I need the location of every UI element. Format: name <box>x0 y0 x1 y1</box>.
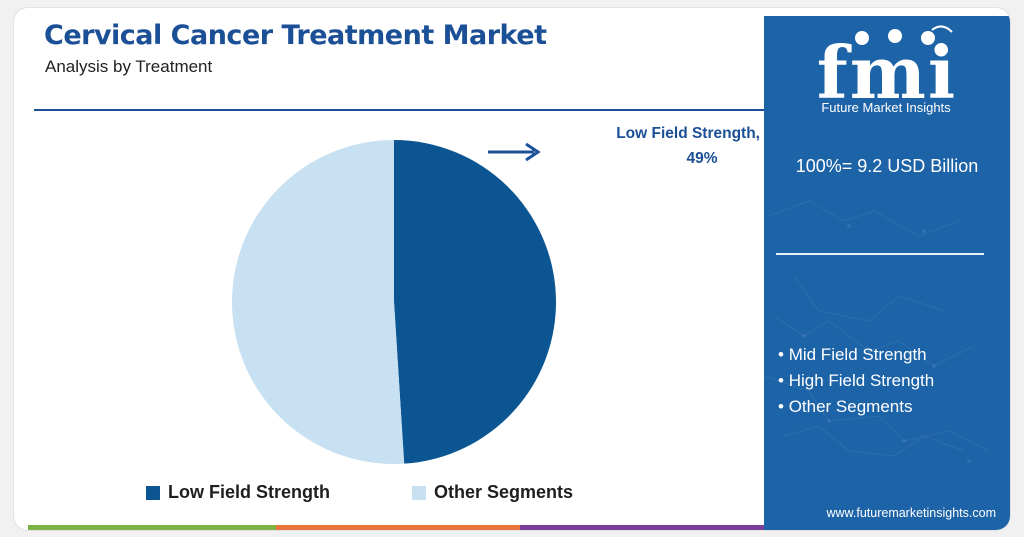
legend-swatch <box>146 485 160 500</box>
fmi-logo: fmi <box>817 25 958 114</box>
chart-subtitle: Analysis by Treatment <box>45 57 213 76</box>
legend-swatch <box>412 485 426 500</box>
bottom-bar-segment <box>28 525 276 530</box>
chart-title: Cervical Cancer Treatment Market <box>44 20 547 51</box>
segment-list-item: High Field Strength <box>778 368 935 394</box>
pie-slice-low-field-strength <box>394 140 556 464</box>
report-card: Cervical Cancer Treatment Market Analysi… <box>14 8 1010 530</box>
website-link[interactable]: www.futuremarketinsights.com <box>826 506 996 520</box>
svg-text:fmi: fmi <box>817 30 958 114</box>
market-total: 100%= 9.2 USD Billion <box>795 156 979 176</box>
title-divider <box>34 109 766 111</box>
annotation-label: Low Field Strength, <box>616 125 760 142</box>
bottom-color-bar <box>28 525 764 530</box>
legend-label: Other Segments <box>434 482 574 502</box>
legend-label: Low Field Strength <box>168 482 330 502</box>
chart-legend: Low Field Strength Other Segments <box>146 482 655 503</box>
bottom-bar-segment <box>520 525 764 530</box>
arrow-right-icon <box>488 142 541 162</box>
other-segments-list: Mid Field StrengthHigh Field StrengthOth… <box>778 342 935 420</box>
bottom-bar-segment <box>276 525 520 530</box>
slice-annotation: Low Field Strength, 49% <box>574 121 760 171</box>
segment-list-item: Other Segments <box>778 394 934 420</box>
brand-name: Future Market Insights <box>821 100 951 115</box>
pie-slice-other-segments <box>231 140 405 464</box>
sidebar-divider <box>776 253 984 255</box>
annotation-value: 49% <box>686 150 718 167</box>
legend-item: Other Segments <box>412 482 573 503</box>
pie-chart <box>231 140 556 464</box>
info-sidebar: fmi Future Market Insights 100%= 9.2 USD… <box>764 16 1010 530</box>
segment-list-item: Mid Field Strength <box>778 342 934 368</box>
legend-item: Low Field Strength <box>146 482 330 503</box>
